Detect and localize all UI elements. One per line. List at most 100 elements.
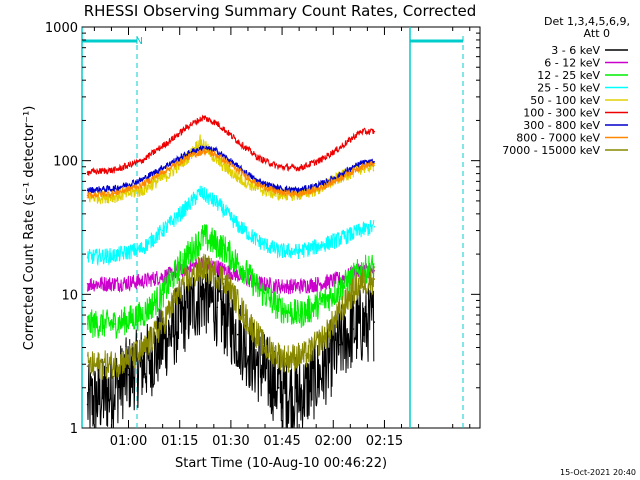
series-point xyxy=(141,280,143,283)
y-tick-label: 1 xyxy=(70,422,78,437)
series-point xyxy=(366,323,369,325)
series-point xyxy=(236,274,239,276)
series-point xyxy=(114,187,116,190)
series-point xyxy=(86,365,89,367)
y-axis-label: Corrected Count Rate (s⁻¹ detector⁻¹) xyxy=(22,106,37,351)
legend-header-line1: Det 1,3,4,5,6,9, xyxy=(544,15,630,28)
series-point xyxy=(182,259,184,262)
series-point xyxy=(202,116,205,119)
series-point xyxy=(189,124,191,126)
series-point xyxy=(86,282,89,285)
series-point xyxy=(168,167,171,169)
series-point xyxy=(86,256,89,258)
legend-label: 7000 - 15000 keV xyxy=(502,144,600,157)
series-point xyxy=(373,130,376,133)
series-point xyxy=(318,183,321,186)
series-line xyxy=(87,257,375,295)
series-point xyxy=(236,176,239,179)
series-line xyxy=(87,145,375,195)
series-point xyxy=(114,254,116,257)
series-point xyxy=(277,386,280,389)
series-point xyxy=(298,396,300,398)
legend-label: 300 - 800 keV xyxy=(523,119,600,132)
series-point xyxy=(257,187,259,190)
series-point xyxy=(236,140,239,142)
legend-label: 100 - 300 keV xyxy=(523,107,600,120)
series-point xyxy=(148,359,150,362)
series-point xyxy=(216,150,219,152)
series-point xyxy=(202,146,205,149)
series-line xyxy=(87,185,375,267)
series-point xyxy=(202,293,205,296)
legend-label: 25 - 50 keV xyxy=(537,82,600,95)
x-tick-label: 01:45 xyxy=(263,434,300,449)
series-point xyxy=(318,245,321,247)
series-point xyxy=(199,191,201,194)
series-point xyxy=(373,161,376,163)
series-point xyxy=(199,140,201,142)
series-point xyxy=(114,195,116,198)
series-group xyxy=(86,114,376,429)
y-tick-label: 10 xyxy=(61,288,78,303)
series-point xyxy=(257,183,259,186)
series-point xyxy=(114,282,116,285)
series-point xyxy=(86,403,89,406)
series-point xyxy=(352,328,355,330)
series-point xyxy=(236,333,239,336)
series-point xyxy=(298,314,300,316)
chart-title: RHESSI Observing Summary Count Rates, Co… xyxy=(84,2,477,20)
legend-label: 800 - 7000 keV xyxy=(516,132,600,145)
series-point xyxy=(168,162,171,165)
series-7 xyxy=(86,148,376,199)
series-point xyxy=(298,285,300,288)
series-point xyxy=(257,288,259,290)
series-point xyxy=(216,306,219,309)
series-2 xyxy=(86,224,376,340)
series-point xyxy=(339,343,341,346)
series-point xyxy=(277,187,280,190)
series-point xyxy=(277,250,280,253)
series-point xyxy=(141,178,143,181)
series-point xyxy=(298,167,300,169)
series-point xyxy=(277,165,280,168)
x-tick-label: 01:30 xyxy=(212,434,249,449)
series-point xyxy=(359,130,362,133)
series-point xyxy=(114,169,116,171)
series-point xyxy=(182,210,184,212)
series-point xyxy=(359,229,362,232)
series-point xyxy=(277,306,280,309)
series-point xyxy=(318,302,321,305)
series-point xyxy=(141,247,143,250)
series-point xyxy=(114,323,116,325)
series-point xyxy=(359,269,362,272)
series-line xyxy=(87,257,375,429)
legend-header-line2: Att 0 xyxy=(584,27,610,40)
legend-label: 3 - 6 keV xyxy=(551,44,600,57)
series-4 xyxy=(86,134,376,205)
series-point xyxy=(373,162,376,165)
series-point xyxy=(277,285,280,288)
series-point xyxy=(284,357,287,360)
series-point xyxy=(236,224,239,226)
series-point xyxy=(216,122,219,125)
footer-timestamp: 15-Oct-2021 20:40 xyxy=(560,468,636,477)
series-point xyxy=(182,282,184,285)
series-point xyxy=(223,278,225,280)
series-point xyxy=(86,171,89,173)
series-point xyxy=(216,154,219,156)
series-point xyxy=(373,278,376,280)
series-3 xyxy=(86,185,376,267)
series-point xyxy=(216,159,219,162)
series-point xyxy=(305,354,307,357)
series-point xyxy=(141,183,143,186)
series-point xyxy=(168,172,171,175)
series-line xyxy=(87,224,375,340)
series-line xyxy=(87,134,375,205)
series-point xyxy=(359,162,362,165)
series-point xyxy=(257,157,259,159)
series-point xyxy=(339,238,341,240)
series-0 xyxy=(86,257,376,429)
series-point xyxy=(236,169,239,171)
series-point xyxy=(325,333,328,336)
